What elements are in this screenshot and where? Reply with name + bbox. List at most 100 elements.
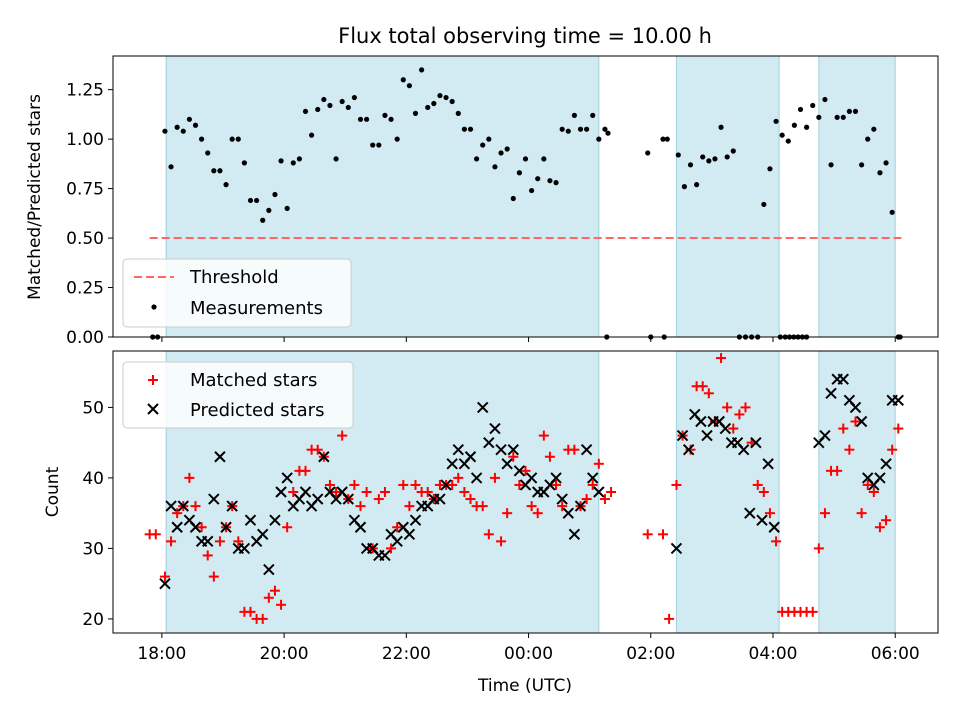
measurement-point	[797, 106, 804, 113]
predicted-star-point	[849, 401, 862, 414]
measurement-point	[877, 170, 883, 176]
matched-star-point	[671, 479, 682, 490]
measurement-point	[584, 126, 590, 132]
matched-star-point	[447, 479, 458, 490]
matched-star-point	[881, 515, 892, 526]
predicted-star-point	[281, 472, 293, 484]
measurement-point	[785, 138, 791, 144]
measurement-point	[779, 132, 785, 138]
measurement-point	[254, 197, 260, 204]
measurement-point	[522, 156, 529, 162]
matched-star-point	[532, 508, 543, 519]
predicted-star-point	[312, 493, 324, 505]
measurement-point	[223, 182, 229, 188]
bottom-y-axis: 20 30 40 50	[82, 398, 113, 630]
matched-star-point	[514, 479, 525, 490]
bottom-legend-box	[122, 361, 354, 429]
measurement-point	[510, 195, 516, 202]
bottom-y-tick-label: 30	[82, 539, 104, 559]
matched-star-point	[844, 444, 855, 455]
matched-star-point	[361, 487, 372, 497]
measurement-point	[883, 160, 889, 166]
matched-star-point	[520, 465, 531, 476]
measurement-point	[431, 100, 437, 107]
predicted-star-point	[819, 429, 831, 442]
legend-threshold-label: Threshold	[189, 267, 279, 288]
matched-star-point	[386, 543, 397, 554]
top-y-tick-label: 1.00	[66, 130, 104, 150]
predicted-star-point	[318, 451, 330, 463]
matched-star-point	[868, 487, 879, 497]
matched-star-point	[392, 522, 403, 533]
measurement-point	[290, 160, 296, 166]
measurement-point	[773, 118, 779, 124]
predicted-star-point	[550, 472, 562, 484]
measurement-point	[351, 94, 357, 101]
matched-legend-swatch	[148, 375, 158, 385]
measurement-point	[315, 106, 321, 113]
measurement-point	[480, 142, 486, 148]
measurement-point	[694, 182, 700, 188]
x-tick-label: 06:00	[871, 644, 920, 664]
measurements-legend-swatch	[151, 304, 157, 310]
predicted-star-point	[670, 542, 683, 555]
predicted-star-point	[495, 443, 507, 456]
predicted-star-point	[768, 521, 780, 533]
matched-star-point	[257, 613, 268, 624]
measurement-point	[467, 126, 474, 132]
measurement-point	[333, 156, 339, 162]
matched-star-point	[526, 501, 537, 512]
top-y-axis: 0.00 0.25 0.50 0.75 1.00 1.25	[66, 81, 113, 348]
measurement-point	[486, 136, 492, 142]
matched-star-point	[551, 479, 562, 490]
x-tick-label: 18:00	[137, 644, 186, 664]
predicted-star-point	[470, 472, 483, 484]
predicted-star-point	[762, 458, 774, 470]
matched-star-point	[722, 402, 733, 413]
measurement-point	[364, 116, 370, 122]
measurement-point	[871, 126, 877, 132]
matched-star-point	[893, 423, 904, 434]
predicted-star-point	[391, 535, 403, 548]
measurement-point	[834, 114, 840, 120]
measurement-point	[419, 67, 425, 73]
measurement-point	[767, 166, 773, 172]
measurement-point	[804, 124, 810, 130]
matched-star-point	[587, 479, 598, 490]
predicted-star-point	[409, 514, 422, 526]
measurement-point	[309, 132, 315, 138]
predicted-star-point	[171, 521, 183, 533]
matched-star-point	[269, 585, 280, 596]
predicted-star-point	[744, 507, 756, 519]
matched-star-point	[716, 353, 727, 364]
measurement-point	[345, 104, 351, 111]
measurement-point	[596, 136, 602, 142]
predicted-star-point	[263, 563, 275, 576]
matched-star-point	[771, 536, 782, 547]
predicted-star-point	[676, 429, 689, 442]
measurement-point	[810, 102, 816, 109]
predicted-star-point	[489, 422, 501, 435]
measurement-point	[504, 146, 510, 152]
measurement-point	[186, 116, 192, 122]
matched-star-point	[502, 508, 513, 519]
measurement-point	[664, 136, 670, 142]
matched-star-point	[850, 416, 861, 427]
legend-predicted-label: Predicted stars	[190, 400, 324, 421]
matched-star-point	[856, 508, 867, 519]
measurement-point	[724, 154, 730, 160]
matched-star-point	[263, 592, 274, 603]
matched-star-point	[184, 472, 195, 483]
matched-star-point	[300, 465, 311, 476]
measurement-point	[180, 128, 186, 134]
legend-measurements-label: Measurements	[190, 298, 323, 319]
predicted-star-point	[214, 451, 226, 463]
measurement-point	[889, 209, 895, 215]
measurement-point	[846, 108, 852, 115]
top-plot-frame	[112, 55, 939, 338]
predicted-star-point	[568, 528, 581, 541]
measurement-point	[296, 156, 302, 162]
measurement-point	[553, 180, 559, 186]
matched-star-point	[685, 444, 696, 455]
measurement-point	[339, 98, 345, 105]
